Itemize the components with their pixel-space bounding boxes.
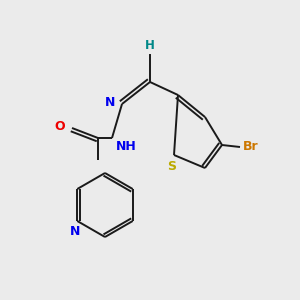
Text: H: H xyxy=(145,39,155,52)
Text: N: N xyxy=(105,95,115,109)
Text: Br: Br xyxy=(243,140,259,152)
Text: S: S xyxy=(167,160,176,173)
Text: NH: NH xyxy=(116,140,137,152)
Text: O: O xyxy=(54,121,65,134)
Text: N: N xyxy=(70,225,80,238)
